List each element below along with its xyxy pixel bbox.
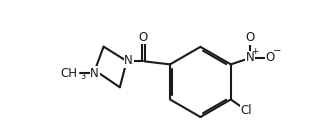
Text: O: O	[266, 51, 275, 64]
Text: 3: 3	[80, 72, 85, 81]
Text: CH: CH	[60, 67, 77, 80]
Text: Cl: Cl	[241, 104, 252, 117]
Text: O: O	[245, 31, 255, 44]
Text: N: N	[90, 67, 99, 80]
Text: N: N	[124, 54, 133, 67]
Text: O: O	[139, 30, 148, 44]
Text: +: +	[251, 47, 259, 56]
Text: N: N	[246, 51, 254, 64]
Text: −: −	[273, 47, 281, 56]
